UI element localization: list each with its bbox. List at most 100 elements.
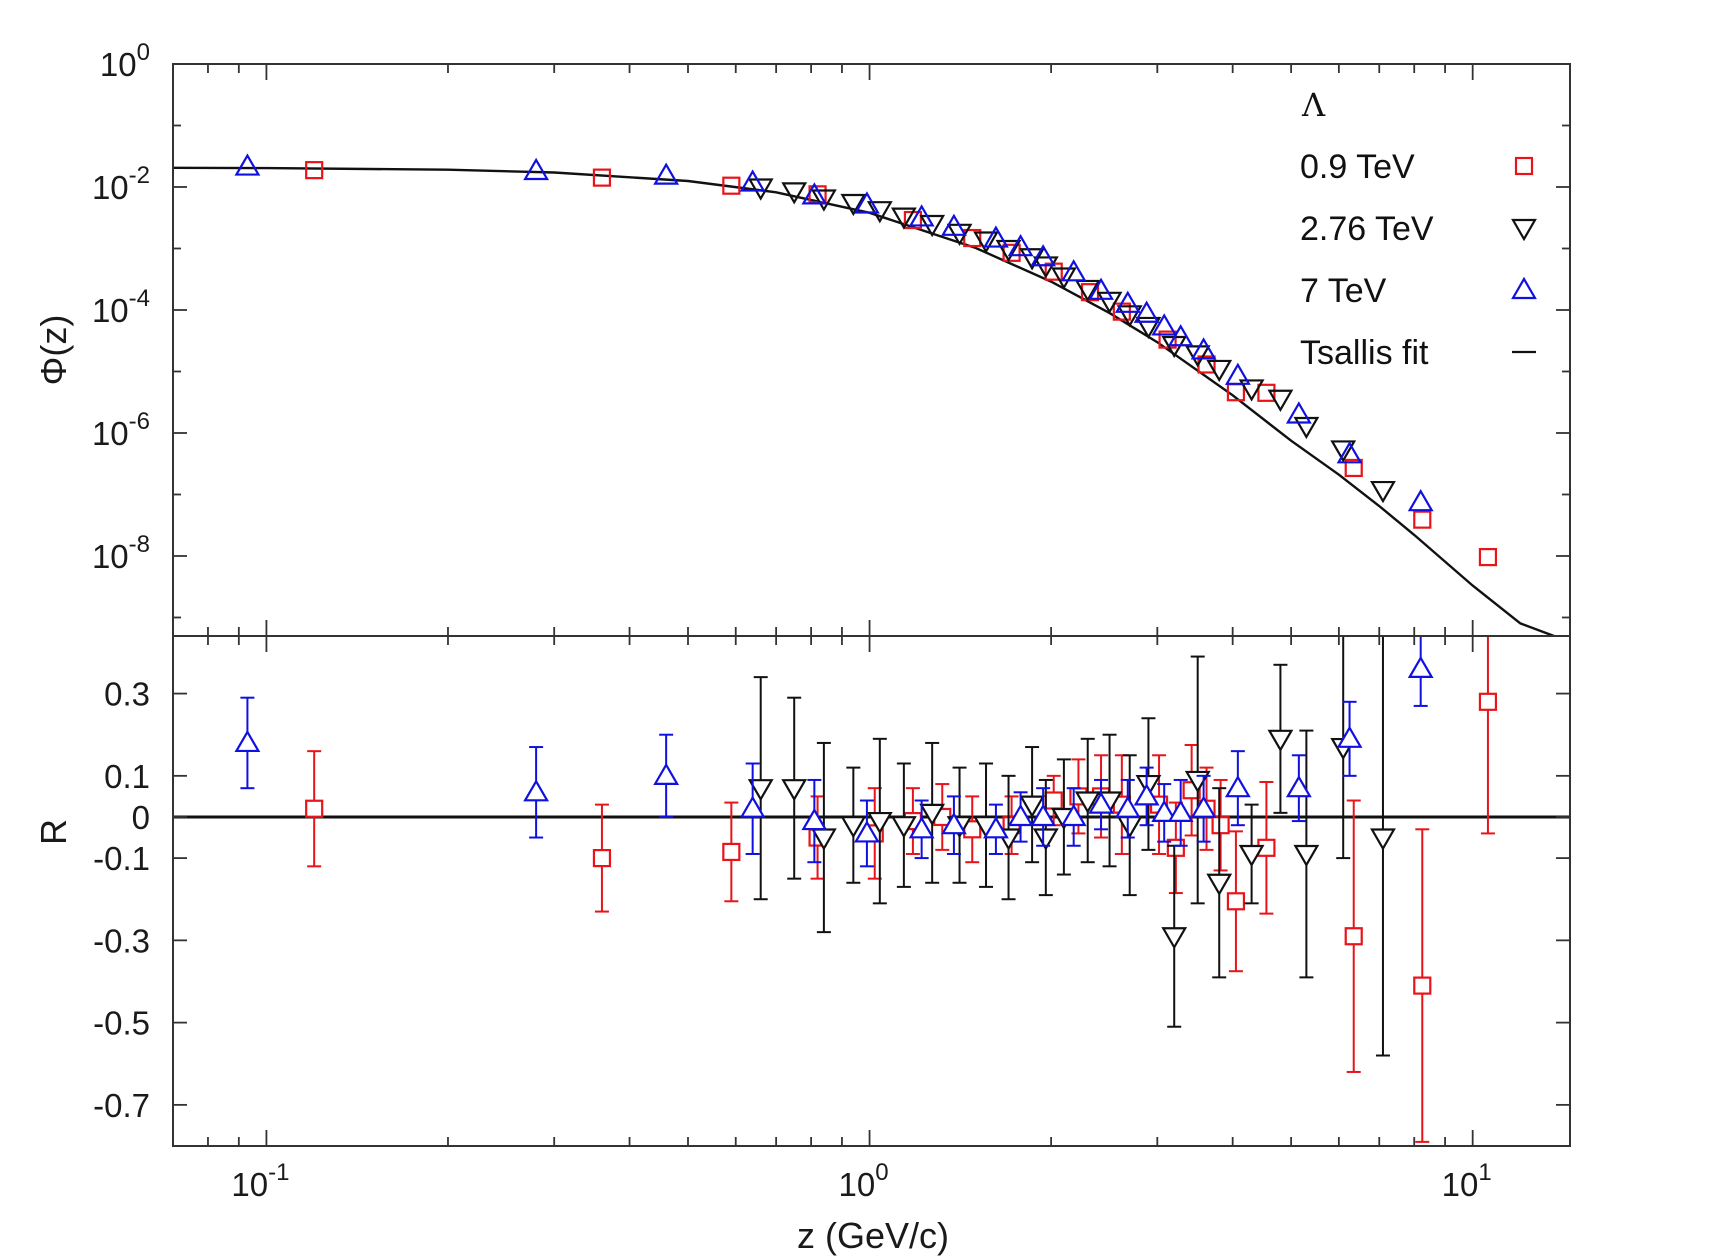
xtick-base: 10 xyxy=(839,1166,876,1203)
upper-point-276tev xyxy=(1330,440,1357,463)
lower-plot-frame xyxy=(172,635,1571,1147)
upper-point-276tev xyxy=(1074,279,1101,303)
ratio-point-276tev xyxy=(1032,828,1059,851)
upper-point-7tev xyxy=(1030,244,1057,267)
ratio-point-7tev xyxy=(1114,795,1141,818)
lower-ytick-label: -0.5 xyxy=(93,1005,150,1042)
xtick-labels: 10-1 100 101 xyxy=(231,1159,1491,1203)
upper-point-7tev xyxy=(1114,290,1141,313)
ratio-point-7tev xyxy=(1407,655,1434,679)
upper-point-276tev xyxy=(973,231,999,254)
upper-point-276tev xyxy=(1050,267,1077,290)
legend-marker-276tev xyxy=(1511,218,1537,242)
upper-y-axis-title: Φ(z) xyxy=(33,315,74,386)
upper-point-7tev xyxy=(653,162,680,185)
upper-point-276tev xyxy=(810,189,837,212)
legend-label-0p9tev: 0.9 TeV xyxy=(1300,148,1415,186)
ratio-point-7tev xyxy=(908,816,935,839)
ratio-point-276tev xyxy=(1293,844,1320,868)
ratio-point-7tev xyxy=(1336,725,1363,748)
upper-point-09tev xyxy=(1158,330,1177,349)
ratio-point-09tev xyxy=(1413,976,1432,995)
ratio-point-276tev xyxy=(1267,729,1294,753)
legend-label-2p76tev: 2.76 TeV xyxy=(1300,210,1434,248)
ratio-point-7tev xyxy=(801,807,828,831)
ytick-exponent: -6 xyxy=(129,408,150,435)
ratio-point-7tev xyxy=(653,762,680,785)
ratio-point-09tev xyxy=(592,848,612,868)
ratio-point-7tev xyxy=(1133,783,1160,806)
xtick-label: 101 xyxy=(1442,1159,1492,1203)
upper-point-7tev xyxy=(908,204,935,227)
upper-point-276tev xyxy=(1238,379,1265,402)
x-axis-title: z (GeV/c) xyxy=(797,1215,949,1256)
upper-point-276tev xyxy=(1267,389,1294,412)
upper-point-7tev xyxy=(983,225,1009,248)
lower-ytick-label: -0.7 xyxy=(93,1087,150,1124)
legend-label-7tev: 7 TeV xyxy=(1300,272,1387,310)
ratio-point-09tev xyxy=(1478,692,1498,711)
upper-point-7tev xyxy=(739,169,766,192)
upper-point-7tev xyxy=(1336,441,1363,464)
ratio-point-276tev xyxy=(1074,791,1101,814)
upper-point-276tev xyxy=(890,207,917,230)
ratio-point-276tev xyxy=(840,816,867,839)
ratio-point-276tev xyxy=(1206,873,1233,896)
legend-markers xyxy=(1511,156,1537,354)
ytick-base: 10 xyxy=(92,169,129,206)
legend: Λ 0.9 TeV 2.76 TeV 7 TeV Tsallis fit xyxy=(1300,86,1537,372)
upper-point-7tev xyxy=(1190,337,1217,360)
lower-ytick-label: 0.3 xyxy=(104,676,150,713)
lower-ytick-label: 0 xyxy=(132,799,150,836)
upper-point-7tev xyxy=(1167,324,1194,347)
legend-title: Λ xyxy=(1301,86,1326,124)
upper-data-points xyxy=(234,153,1498,567)
lower-data-points xyxy=(234,636,1498,1143)
upper-point-7tev xyxy=(1285,401,1312,424)
upper-point-7tev xyxy=(1007,233,1034,257)
xtick-exponent: 1 xyxy=(1478,1159,1491,1186)
lower-ytick-labels: 0.3 0.1 0 -0.1 -0.3 -0.5 -0.7 xyxy=(93,676,150,1124)
upper-point-276tev xyxy=(995,239,1022,263)
upper-point-276tev xyxy=(781,182,808,205)
ratio-point-276tev xyxy=(1161,927,1188,950)
upper-plot-area xyxy=(173,153,1558,636)
upper-point-276tev xyxy=(1019,248,1046,271)
ratio-point-7tev xyxy=(941,811,967,835)
ratio-point-276tev xyxy=(866,811,893,835)
upper-ytick-label: 10-4 xyxy=(92,285,150,329)
ytick-exponent: -2 xyxy=(129,162,150,189)
ratio-point-7tev xyxy=(1190,795,1217,818)
ratio-point-276tev xyxy=(890,816,917,839)
ytick-base: 10 xyxy=(92,292,129,329)
ratio-point-09tev xyxy=(722,842,741,862)
upper-point-09tev xyxy=(1344,458,1363,478)
ratio-point-09tev xyxy=(1044,791,1063,810)
ytick-base: 10 xyxy=(92,415,129,452)
ytick-exponent: -8 xyxy=(129,531,150,558)
lower-ytick-label: -0.3 xyxy=(93,922,150,959)
ratio-point-09tev xyxy=(1344,927,1363,946)
ratio-point-276tev xyxy=(919,803,946,827)
lower-ytick-label: -0.1 xyxy=(93,840,150,877)
upper-point-09tev xyxy=(1257,383,1276,402)
ratio-point-276tev xyxy=(781,779,808,802)
upper-point-7tev xyxy=(941,213,967,236)
xtick-exponent: -1 xyxy=(268,1159,289,1186)
upper-point-7tev xyxy=(523,157,550,181)
upper-point-7tev xyxy=(1133,300,1160,323)
ratio-point-7tev xyxy=(1285,774,1312,798)
upper-point-276tev xyxy=(1370,480,1396,504)
ratio-point-7tev xyxy=(1088,791,1114,814)
xtick-base: 10 xyxy=(231,1166,268,1203)
ratio-point-09tev xyxy=(1226,892,1246,911)
ratio-point-7tev xyxy=(1030,803,1057,827)
upper-point-276tev xyxy=(1032,256,1059,279)
ratio-point-276tev xyxy=(1019,795,1046,818)
upper-point-7tev xyxy=(1151,313,1178,336)
upper-point-7tev xyxy=(1224,362,1251,385)
upper-ytick-label: 100 xyxy=(100,39,150,83)
ratio-point-7tev xyxy=(1167,799,1194,822)
xtick-label: 100 xyxy=(839,1159,889,1203)
